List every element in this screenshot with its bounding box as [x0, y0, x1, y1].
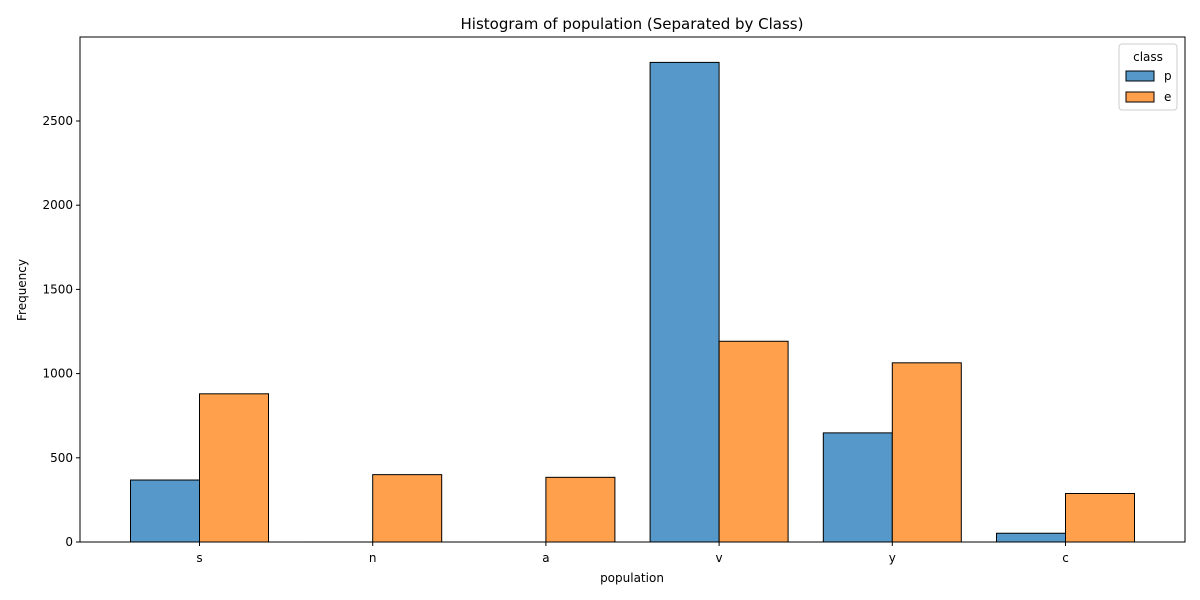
- y-tick-label-1500: 1500: [42, 282, 73, 296]
- bar-e-s: [199, 393, 269, 543]
- legend-swatch-p: [1125, 70, 1155, 82]
- legend: class pe: [1118, 43, 1178, 111]
- bar-e-v: [718, 340, 789, 543]
- bar-e-a: [545, 476, 616, 543]
- y-axis-label: Frequency: [15, 259, 29, 321]
- legend-label-e: e: [1164, 90, 1171, 104]
- legend-label-p: p: [1164, 69, 1172, 83]
- y-tick-label-2500: 2500: [42, 114, 73, 128]
- bar-p-c: [996, 532, 1066, 543]
- legend-title: class: [1133, 50, 1163, 64]
- x-tick-label-a: a: [542, 551, 549, 565]
- y-tick-label-0: 0: [65, 535, 73, 549]
- y-tick-label-1000: 1000: [42, 367, 73, 381]
- x-axis-label: population: [600, 571, 664, 585]
- bar-e-n: [372, 474, 443, 543]
- bars-group: [130, 61, 1135, 543]
- bar-p-v: [649, 61, 720, 543]
- x-tick-label-c: c: [1062, 551, 1069, 565]
- legend-swatch-e: [1125, 91, 1155, 103]
- y-axis: 0 500 1000 1500 2000 2500: [42, 114, 80, 549]
- x-tick-label-s: s: [196, 551, 202, 565]
- bar-e-c: [1065, 493, 1135, 543]
- bar-p-s: [130, 479, 200, 543]
- x-tick-label-n: n: [369, 551, 377, 565]
- y-tick-label-2000: 2000: [42, 198, 73, 212]
- x-tick-label-y: y: [889, 551, 896, 565]
- y-tick-label-500: 500: [50, 451, 73, 465]
- bar-e-y: [891, 362, 962, 543]
- bar-p-y: [822, 432, 893, 543]
- chart-title: Histogram of population (Separated by Cl…: [461, 15, 804, 33]
- x-tick-label-v: v: [716, 551, 723, 565]
